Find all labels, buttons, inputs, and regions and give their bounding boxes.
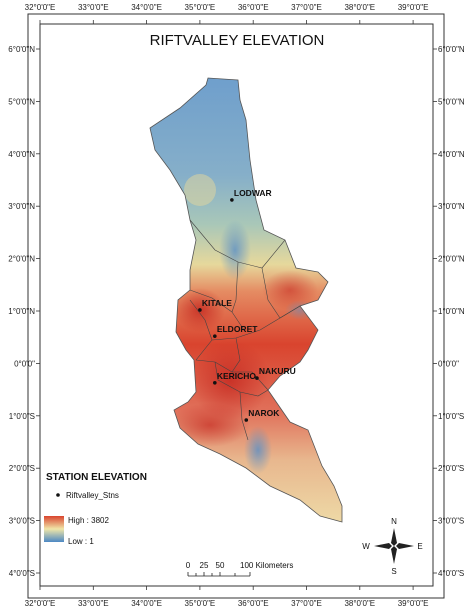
- scale-label-50: 50: [216, 561, 225, 570]
- station-marker-kitale: [198, 308, 202, 312]
- station-label-kitale: KITALE: [202, 298, 232, 308]
- lat-tick-label: 1°0'0"N: [8, 307, 35, 316]
- rift-valley-region: [149, 77, 343, 523]
- west-label: W: [362, 542, 370, 551]
- lon-tick-label: 38°0'0"E: [344, 599, 375, 608]
- lon-tick-label: 33°0'0"E: [78, 3, 109, 12]
- station-marker-narok: [244, 418, 249, 422]
- map-title: RIFTVALLEY ELEVATION: [150, 32, 325, 49]
- lon-tick-label: 35°0'0"E: [185, 3, 216, 12]
- scale-bar: 0 25 50 100 Kilometers: [186, 561, 293, 577]
- lat-tick-label: 3°0'0"N: [438, 202, 465, 211]
- lat-tick-label: 2°0'0"S: [9, 464, 35, 473]
- station-marker-eldoret: [213, 334, 217, 338]
- station-label-nakuru: NAKURU: [259, 366, 296, 376]
- lon-tick-label: 35°0'0"E: [185, 599, 216, 608]
- scale-label-25: 25: [200, 561, 209, 570]
- scale-label-0: 0: [186, 561, 191, 570]
- lat-tick-label: 6°0'0"N: [438, 45, 465, 54]
- lon-tick-label: 34°0'0"E: [131, 599, 162, 608]
- legend: STATION ELEVATION Riftvalley_Stns High :…: [44, 472, 147, 546]
- lat-tick-label: 1°0'0"S: [438, 412, 464, 421]
- lat-tick-label: 4°0'0"N: [438, 150, 465, 159]
- lat-tick-label: 0°0'0": [438, 359, 459, 368]
- lat-tick-label: 3°0'0"S: [9, 517, 35, 526]
- lat-tick-label: 2°0'0"N: [438, 255, 465, 264]
- graticule-ticks: [36, 20, 437, 590]
- lon-tick-label: 34°0'0"E: [131, 3, 162, 12]
- lat-tick-label: 3°0'0"S: [438, 517, 464, 526]
- lat-tick-label: 5°0'0"N: [438, 97, 465, 106]
- lon-tick-label: 37°0'0"E: [291, 599, 322, 608]
- lat-tick-label: 1°0'0"S: [9, 412, 35, 421]
- station-label-kericho: KERICHO: [217, 371, 257, 381]
- lon-tick-label: 37°0'0"E: [291, 3, 322, 12]
- lat-tick-label: 4°0'0"S: [438, 569, 464, 578]
- lat-tick-label: 1°0'0"N: [438, 307, 465, 316]
- lat-tick-label: 6°0'0"N: [8, 45, 35, 54]
- station-marker-kericho: [213, 380, 217, 385]
- lon-tick-label: 32°0'0"E: [25, 599, 56, 608]
- lon-tick-label: 32°0'0"E: [25, 3, 56, 12]
- lon-tick-label: 36°0'0"E: [238, 3, 269, 12]
- map-frame: [27, 13, 445, 599]
- lat-tick-label: 5°0'0"N: [8, 97, 35, 106]
- graticule-labels: 32°0'0"E 32°0'0"E 33°0'0"E 33°0'0"E 34°0'0"E…: [8, 3, 465, 608]
- legend-station-label: Riftvalley_Stns: [66, 491, 119, 500]
- legend-colorbar: [44, 516, 64, 542]
- lat-tick-label: 0°0'0": [14, 359, 35, 368]
- north-arrow: N S W E: [362, 517, 422, 576]
- lon-tick-label: 33°0'0"E: [78, 599, 109, 608]
- station-label-lodwar: LODWAR: [234, 188, 272, 198]
- lon-tick-label: 39°0'0"E: [398, 3, 429, 12]
- lat-tick-label: 4°0'0"S: [9, 569, 35, 578]
- legend-low-label: Low : 1: [68, 537, 94, 546]
- lat-tick-label: 2°0'0"S: [438, 464, 464, 473]
- station-label-narok: NAROK: [248, 408, 280, 418]
- station-label-eldoret: ELDORET: [217, 324, 258, 334]
- scale-label-100: 100 Kilometers: [240, 561, 293, 570]
- lon-tick-label: 39°0'0"E: [398, 599, 429, 608]
- station-marker-lodwar: [230, 198, 234, 202]
- lat-tick-label: 3°0'0"N: [8, 202, 35, 211]
- lon-tick-label: 36°0'0"E: [238, 599, 269, 608]
- legend-title: STATION ELEVATION: [46, 472, 147, 483]
- lon-tick-label: 38°0'0"E: [344, 3, 375, 12]
- legend-station-symbol: [56, 493, 60, 497]
- north-label: N: [391, 517, 397, 526]
- station-marker-nakuru: [255, 376, 259, 380]
- east-label: E: [417, 542, 422, 551]
- lat-tick-label: 2°0'0"N: [8, 255, 35, 264]
- legend-high-label: High : 3802: [68, 516, 109, 525]
- lat-tick-label: 4°0'0"N: [8, 150, 35, 159]
- south-label: S: [391, 567, 396, 576]
